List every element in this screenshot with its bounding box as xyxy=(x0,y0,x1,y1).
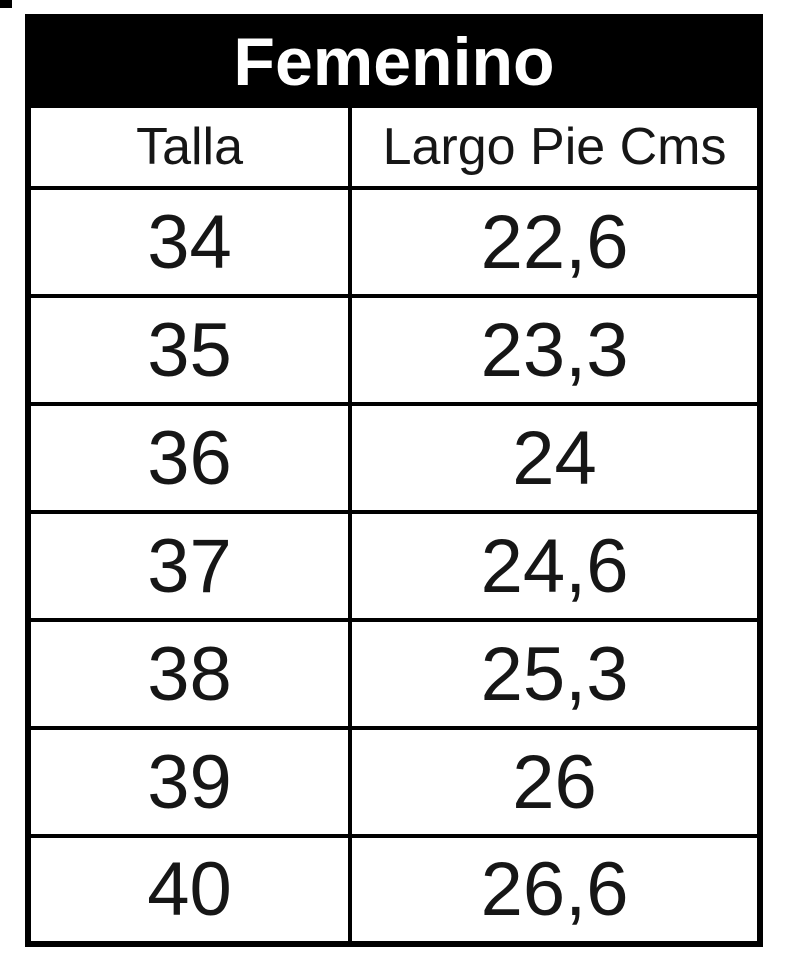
table-header-row: Talla Largo Pie Cms xyxy=(25,104,762,190)
talla-cell: 40 xyxy=(25,834,353,946)
table-row: 37 24,6 xyxy=(25,510,762,622)
table-row: 38 25,3 xyxy=(25,618,762,730)
talla-cell: 37 xyxy=(25,510,353,622)
largo-cell: 24,6 xyxy=(348,510,762,622)
column-header-largo: Largo Pie Cms xyxy=(348,104,762,190)
talla-cell: 35 xyxy=(25,294,353,406)
column-header-talla: Talla xyxy=(25,104,353,190)
size-table: Femenino Talla Largo Pie Cms 34 22,6 35 23,… xyxy=(25,14,763,947)
largo-cell: 22,6 xyxy=(348,186,762,298)
largo-cell: 24 xyxy=(348,402,762,514)
talla-cell: 39 xyxy=(25,726,353,838)
talla-cell: 38 xyxy=(25,618,353,730)
table-row: 34 22,6 xyxy=(25,186,762,298)
largo-cell: 26 xyxy=(348,726,762,838)
largo-cell: 23,3 xyxy=(348,294,762,406)
largo-cell: 25,3 xyxy=(348,618,762,730)
table-row: 36 24 xyxy=(25,402,762,514)
talla-cell: 36 xyxy=(25,402,353,514)
table-row: 39 26 xyxy=(25,726,762,838)
table-row: 40 26,6 xyxy=(25,834,762,946)
table-body: 34 22,6 35 23,3 36 24 37 24,6 38 25,3 39 26 40 26,6 xyxy=(25,186,762,946)
table-title: Femenino xyxy=(26,15,762,108)
table-row: 35 23,3 xyxy=(25,294,762,406)
table-title-row: Femenino xyxy=(26,15,762,108)
largo-cell: 26,6 xyxy=(348,834,762,946)
talla-cell: 34 xyxy=(25,186,353,298)
corner-artifact xyxy=(0,0,12,8)
